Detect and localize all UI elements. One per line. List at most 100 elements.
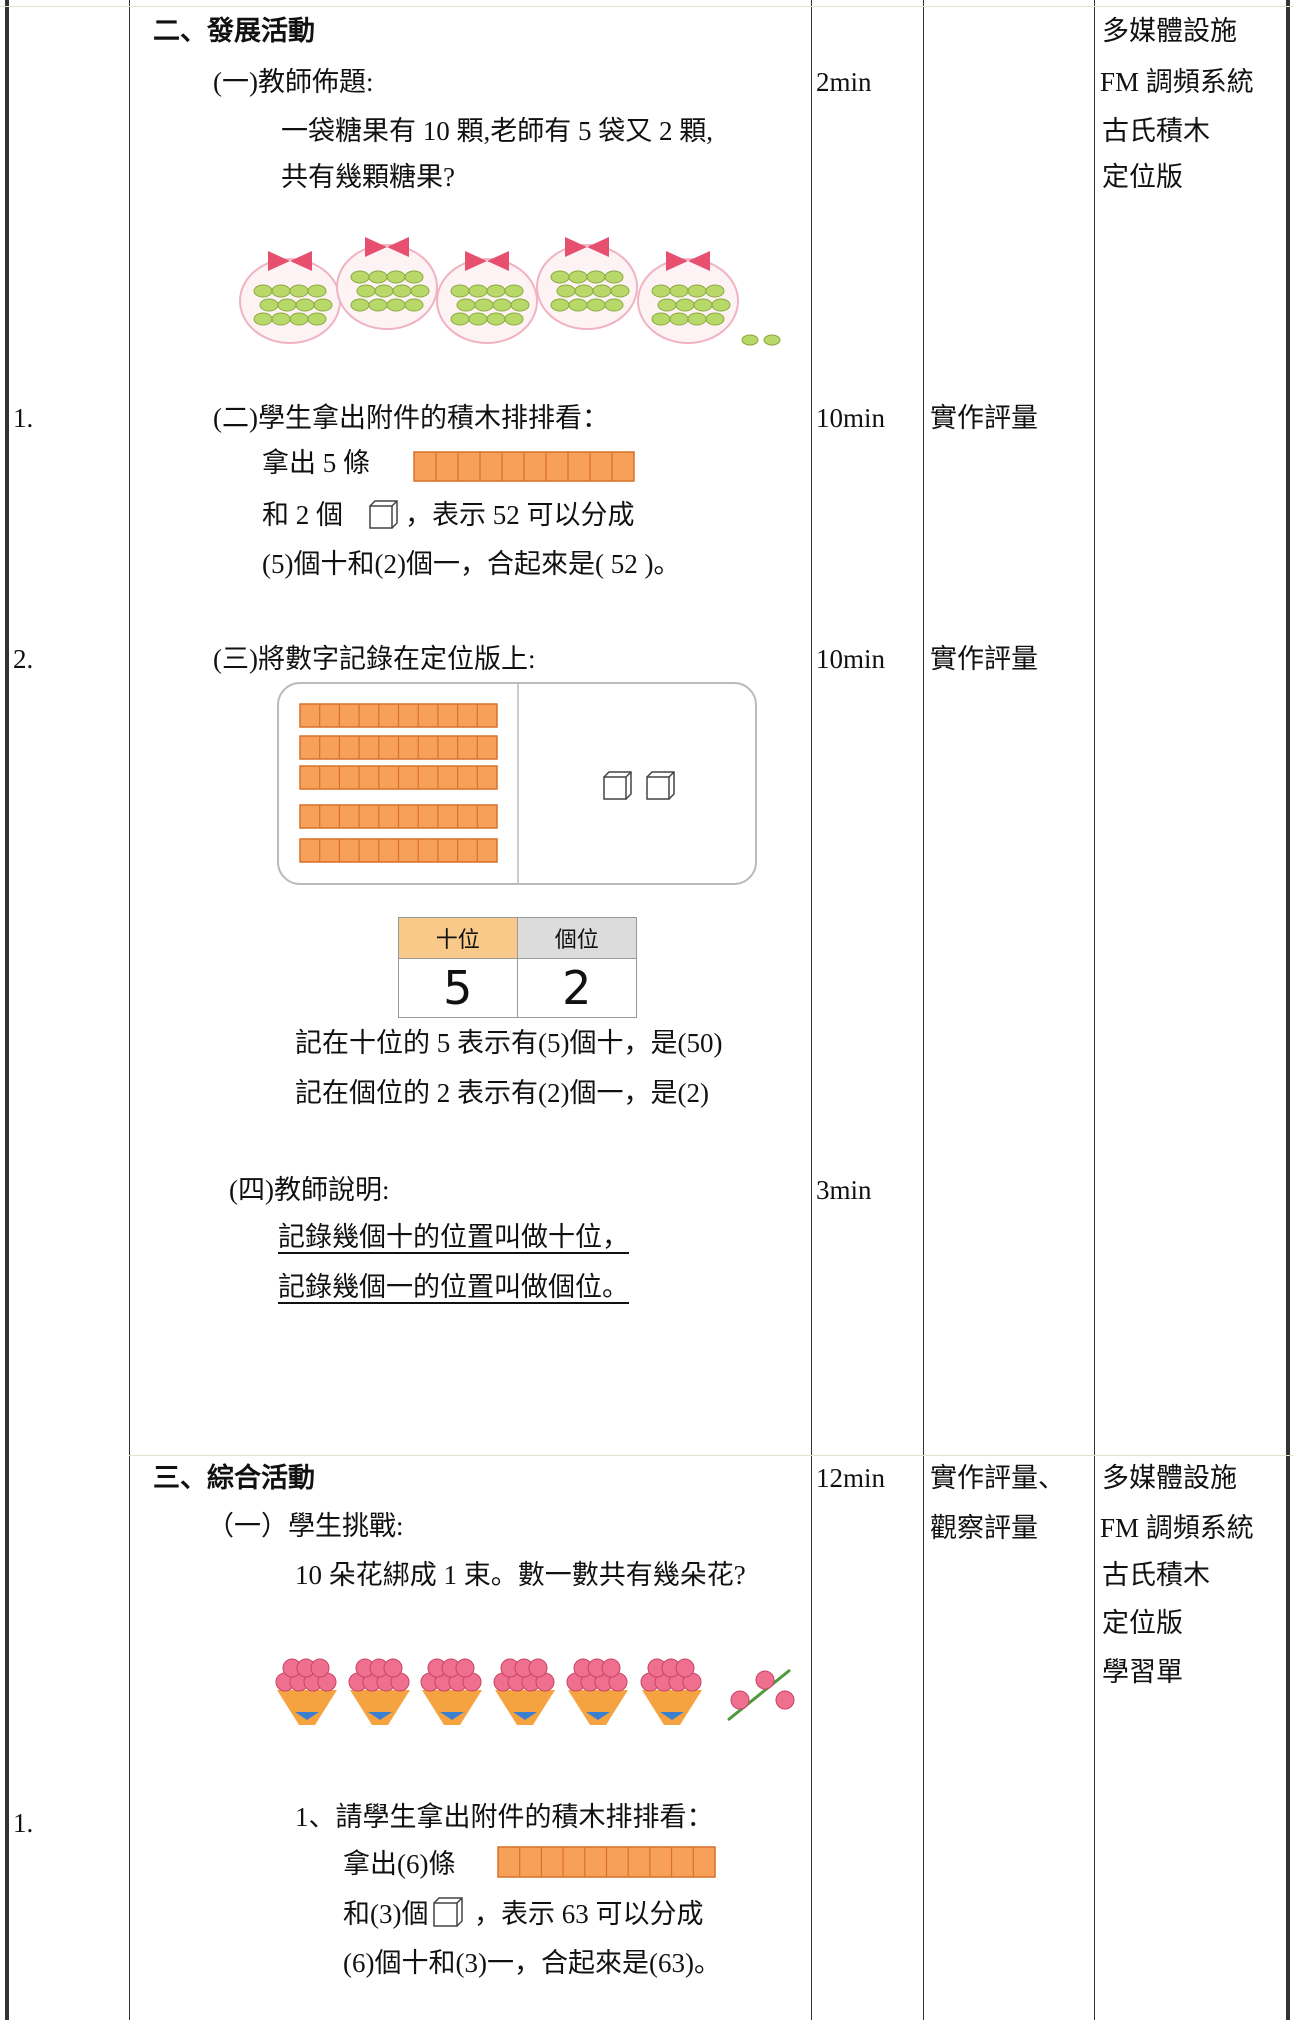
bouquet-wrap — [568, 1690, 628, 1725]
unit-cube — [369, 505, 393, 529]
column-line — [1094, 0, 1095, 2020]
bouquet-wrap — [642, 1690, 702, 1725]
candy — [693, 298, 713, 312]
text-line: 和 2 個 — [262, 500, 343, 530]
candy — [675, 298, 695, 312]
bouquet-wrap — [495, 1690, 555, 1725]
flower-stem — [727, 1668, 791, 1722]
resource: 多媒體設施 — [1102, 16, 1237, 46]
candy — [368, 298, 388, 312]
candy — [651, 284, 671, 298]
candy — [657, 298, 677, 312]
candy — [568, 298, 588, 312]
unit-cube — [433, 1897, 463, 1927]
text-line: 記在十位的 5 表示有(5)個十，是(50) — [295, 1028, 723, 1058]
candy — [486, 312, 506, 326]
candy — [763, 334, 781, 346]
unit-cube — [369, 500, 398, 529]
text-line: ，表示 52 可以分成 — [405, 500, 635, 530]
candy — [392, 284, 412, 298]
candy — [574, 284, 594, 298]
table-header: 個位 — [517, 918, 636, 959]
resource: 多媒體設施 — [1102, 1463, 1237, 1493]
border — [1286, 0, 1290, 2020]
candy — [687, 312, 707, 326]
rose — [775, 1690, 795, 1710]
resource: FM 調頻系統 — [1100, 1513, 1254, 1543]
number: 2. — [13, 644, 34, 674]
candy — [456, 298, 476, 312]
unit-cube — [646, 776, 670, 800]
candy — [492, 298, 512, 312]
assessment: 實作評量 — [930, 403, 1038, 433]
text-line: 共有幾顆糖果? — [281, 162, 455, 192]
candy — [271, 284, 291, 298]
candy — [586, 298, 606, 312]
bouquet-ribbon — [368, 1712, 392, 1720]
resource: FM 調頻系統 — [1100, 67, 1254, 97]
candy — [307, 312, 327, 326]
candy — [468, 284, 488, 298]
number: 1. — [13, 403, 34, 433]
time: 10min — [816, 403, 886, 433]
candy — [289, 312, 309, 326]
candy — [356, 284, 376, 298]
candy — [253, 312, 273, 326]
candy — [404, 270, 424, 284]
candy — [307, 284, 327, 298]
column-line — [129, 0, 130, 2020]
candy — [741, 334, 759, 346]
candy — [350, 270, 370, 284]
candy — [705, 284, 725, 298]
candy — [404, 298, 424, 312]
step-title: (一)教師佈題: — [213, 67, 374, 97]
candy — [669, 284, 689, 298]
candy — [504, 284, 524, 298]
rose — [455, 1658, 475, 1678]
rose — [383, 1658, 403, 1678]
resource: 學習單 — [1102, 1657, 1183, 1687]
rose — [528, 1658, 548, 1678]
bouquet-ribbon — [586, 1712, 610, 1720]
candy — [474, 298, 494, 312]
unit-cube — [433, 1902, 458, 1927]
table-digit: 2 — [562, 961, 592, 1015]
text-line: 和(3)個 — [343, 1899, 429, 1929]
column-line — [923, 0, 924, 2020]
resource: 古氏積木 — [1102, 1560, 1210, 1590]
candy — [550, 298, 570, 312]
assessment: 觀察評量 — [930, 1513, 1038, 1543]
bouquet-wrap — [350, 1690, 410, 1725]
candy — [386, 270, 406, 284]
bag-bow — [268, 251, 312, 271]
bouquet-ribbon — [513, 1712, 537, 1720]
candy — [313, 298, 333, 312]
bag-bow — [365, 237, 409, 257]
candy — [350, 298, 370, 312]
unit-cube — [603, 776, 627, 800]
step-title: 1、請學生拿出附件的積木排排看： — [295, 1802, 714, 1832]
heading: 三、綜合活動 — [153, 1463, 315, 1493]
bouquet-wrap — [277, 1690, 337, 1725]
resource: 定位版 — [1102, 162, 1183, 192]
candy — [550, 270, 570, 284]
resource: 定位版 — [1102, 1608, 1183, 1638]
candy — [705, 312, 725, 326]
candy — [687, 284, 707, 298]
unit-cube — [646, 771, 675, 800]
candy — [410, 284, 430, 298]
text-line: (5)個十和(2)個一，合起來是( 52 )。 — [262, 549, 681, 579]
candy — [610, 284, 630, 298]
time: 2min — [816, 67, 872, 97]
candy — [604, 270, 624, 284]
unit-cube — [603, 771, 632, 800]
text-line: (6)個十和(3)一，合起來是(63)。 — [343, 1948, 721, 1978]
candy — [271, 312, 291, 326]
step-title: (三)將數字記錄在定位版上: — [213, 644, 536, 674]
text-line: 記錄幾個十的位置叫做十位， — [278, 1222, 629, 1252]
text-line: 拿出 5 條 — [262, 448, 370, 478]
text-line: 記錄幾個一的位置叫做個位。 — [278, 1272, 629, 1302]
candy — [510, 298, 530, 312]
